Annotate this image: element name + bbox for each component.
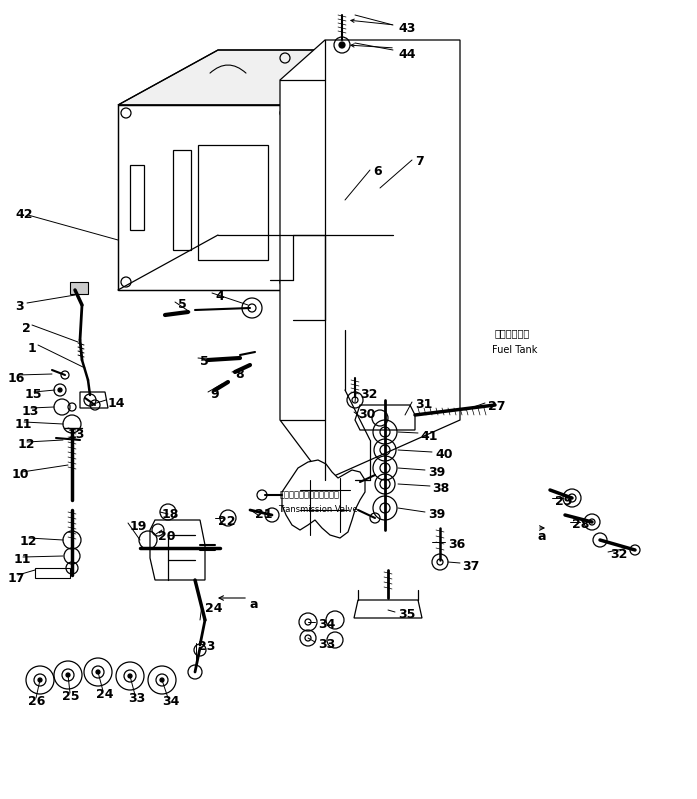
Text: 1: 1 xyxy=(28,342,37,355)
Bar xyxy=(198,145,268,260)
Text: a: a xyxy=(250,598,259,611)
Circle shape xyxy=(339,42,345,48)
Text: 23: 23 xyxy=(198,640,215,653)
Text: 44: 44 xyxy=(398,48,415,61)
Text: 9: 9 xyxy=(210,388,219,401)
Circle shape xyxy=(38,678,42,682)
Text: 8: 8 xyxy=(235,368,244,381)
Text: 43: 43 xyxy=(398,22,415,35)
Circle shape xyxy=(352,397,358,403)
Text: 35: 35 xyxy=(398,608,415,621)
Text: 34: 34 xyxy=(318,618,335,631)
Text: 24: 24 xyxy=(96,688,114,701)
Text: 14: 14 xyxy=(108,397,125,410)
Text: 7: 7 xyxy=(415,155,424,168)
Text: 36: 36 xyxy=(448,538,466,551)
Text: フェルタンク: フェルタンク xyxy=(495,328,530,338)
Text: 4: 4 xyxy=(215,290,224,303)
Text: 5: 5 xyxy=(178,298,187,311)
Text: 32: 32 xyxy=(360,388,377,401)
Text: 18: 18 xyxy=(162,508,179,521)
Text: 17: 17 xyxy=(8,572,26,585)
Text: 13: 13 xyxy=(22,405,39,418)
Text: 6: 6 xyxy=(373,165,382,178)
Circle shape xyxy=(160,678,164,682)
Text: 15: 15 xyxy=(25,388,43,401)
Text: 39: 39 xyxy=(428,508,445,521)
Text: 20: 20 xyxy=(158,530,176,543)
Circle shape xyxy=(58,388,62,392)
Text: 12: 12 xyxy=(18,438,36,451)
Text: 41: 41 xyxy=(420,430,438,443)
Text: 33: 33 xyxy=(128,692,145,705)
Circle shape xyxy=(437,559,443,565)
Text: 12: 12 xyxy=(20,535,38,548)
Circle shape xyxy=(66,673,70,677)
Text: トランスミッションバルブ: トランスミッションバルブ xyxy=(280,490,340,499)
Text: 25: 25 xyxy=(62,690,79,703)
Circle shape xyxy=(305,619,311,625)
Bar xyxy=(35,568,70,578)
Text: 11: 11 xyxy=(14,553,31,566)
Text: 5: 5 xyxy=(200,355,208,368)
Text: 31: 31 xyxy=(415,398,432,411)
Text: 27: 27 xyxy=(488,400,505,413)
Text: 32: 32 xyxy=(610,548,627,561)
Circle shape xyxy=(96,670,100,674)
Text: 22: 22 xyxy=(218,515,236,528)
Text: 28: 28 xyxy=(572,518,590,531)
Text: Fuel Tank: Fuel Tank xyxy=(492,345,537,355)
Text: 16: 16 xyxy=(8,372,25,385)
Text: 29: 29 xyxy=(555,495,572,508)
Text: 37: 37 xyxy=(462,560,480,573)
Circle shape xyxy=(128,674,132,678)
Bar xyxy=(173,150,191,250)
Text: 2: 2 xyxy=(22,322,31,335)
Text: Transmission Valve: Transmission Valve xyxy=(278,505,358,514)
Text: 30: 30 xyxy=(358,408,376,421)
Text: 34: 34 xyxy=(162,695,179,708)
Text: 11: 11 xyxy=(15,418,33,431)
Text: a: a xyxy=(538,530,546,543)
Polygon shape xyxy=(293,50,393,290)
Text: 40: 40 xyxy=(435,448,452,461)
Bar xyxy=(70,282,88,294)
Text: 42: 42 xyxy=(15,208,33,221)
Text: 21: 21 xyxy=(255,508,273,521)
Text: 38: 38 xyxy=(432,482,450,495)
Text: 3: 3 xyxy=(15,300,24,313)
Text: 24: 24 xyxy=(205,602,222,615)
Polygon shape xyxy=(282,460,365,538)
Polygon shape xyxy=(280,40,460,480)
Text: 13: 13 xyxy=(68,428,85,441)
Text: 33: 33 xyxy=(318,638,335,651)
Polygon shape xyxy=(118,105,293,290)
Text: 19: 19 xyxy=(130,520,147,533)
Polygon shape xyxy=(118,50,393,105)
Text: 39: 39 xyxy=(428,466,445,479)
Bar xyxy=(130,165,144,230)
Circle shape xyxy=(305,635,311,641)
Text: 10: 10 xyxy=(12,468,29,481)
Text: 26: 26 xyxy=(28,695,45,708)
